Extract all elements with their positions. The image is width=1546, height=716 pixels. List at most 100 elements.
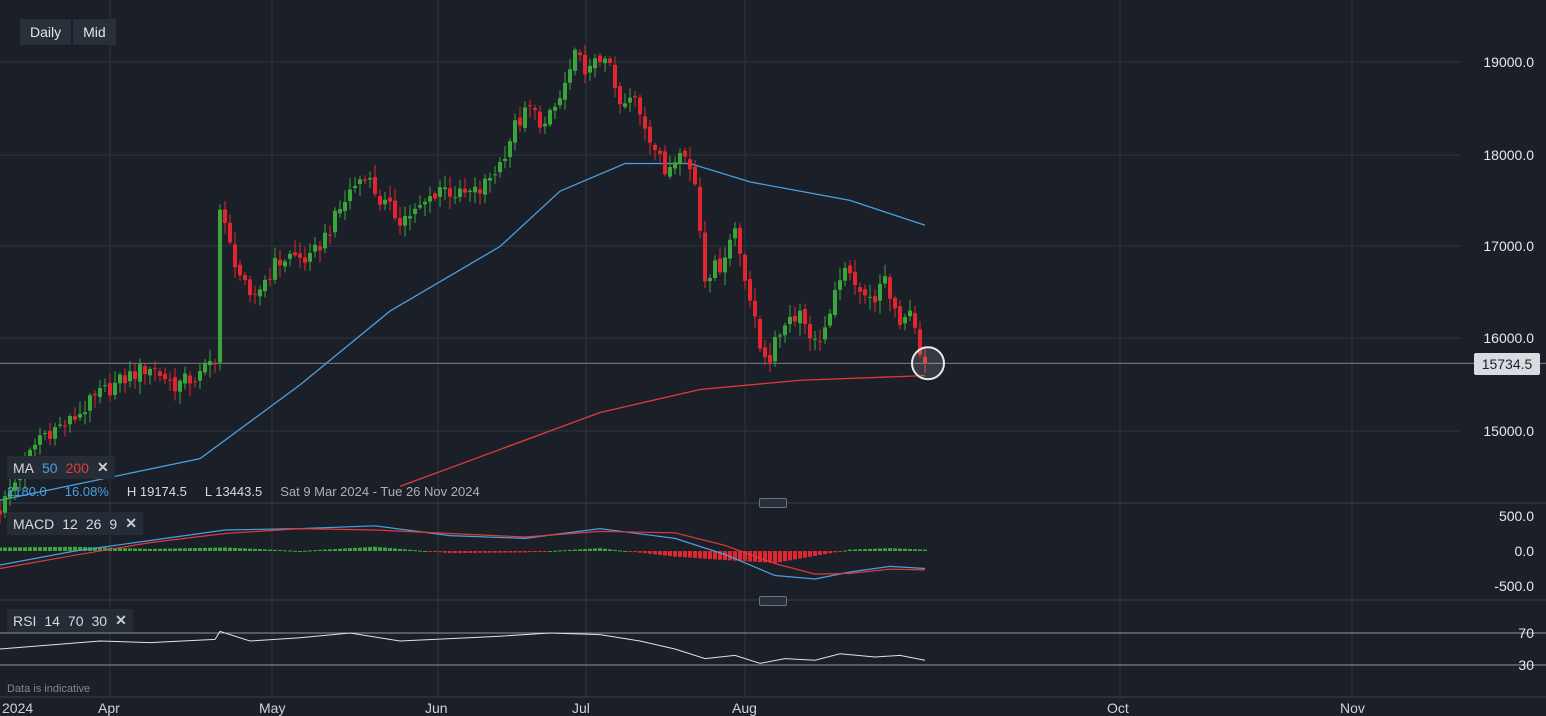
ma-period-200[interactable]: 200 xyxy=(65,459,89,476)
macd-param[interactable]: 12 xyxy=(62,515,78,532)
candle-body xyxy=(253,293,257,295)
candle-body xyxy=(763,347,767,358)
ma-period-50[interactable]: 50 xyxy=(42,459,58,476)
macd-histogram-bar xyxy=(128,548,132,551)
candle-body xyxy=(858,287,862,292)
macd-histogram-bar xyxy=(898,548,902,551)
candle-body xyxy=(793,315,797,322)
candle xyxy=(358,175,362,196)
candle xyxy=(498,157,502,178)
candle xyxy=(418,195,422,210)
candle-body xyxy=(453,197,457,199)
macd-histogram-bar xyxy=(113,547,117,551)
macd-histogram-bar xyxy=(543,551,547,552)
candle-body xyxy=(863,289,867,296)
pane-resize-handle[interactable] xyxy=(759,596,787,606)
candle-body xyxy=(153,368,157,370)
macd-histogram-bar xyxy=(918,549,922,551)
macd-histogram-bar xyxy=(603,548,607,551)
candle xyxy=(798,303,802,336)
candle xyxy=(373,164,377,197)
candle-body xyxy=(63,425,67,427)
candle xyxy=(763,340,767,366)
candle xyxy=(818,329,822,351)
macd-histogram-bar xyxy=(478,551,482,553)
macd-legend: MACD 12 26 9 ✕ xyxy=(7,512,143,535)
pane-resize-handle[interactable] xyxy=(759,498,787,508)
candle-body xyxy=(603,58,607,64)
candle-body xyxy=(358,179,362,184)
macd-histogram-bar xyxy=(28,547,32,551)
candle xyxy=(118,372,122,393)
macd-histogram-bar xyxy=(728,551,732,561)
candle xyxy=(338,200,342,218)
candle-body xyxy=(343,202,347,212)
candle-body xyxy=(883,276,887,284)
candle-body xyxy=(698,186,702,231)
close-icon[interactable]: ✕ xyxy=(115,612,127,628)
candle-body xyxy=(3,496,7,513)
period-button[interactable]: Daily xyxy=(20,19,72,45)
macd-histogram-bar xyxy=(528,551,532,553)
macd-histogram-bar xyxy=(233,547,237,551)
candle xyxy=(543,116,547,135)
macd-histogram-bar xyxy=(248,548,252,551)
candle xyxy=(668,155,672,180)
candle xyxy=(803,303,807,335)
time-tick: May xyxy=(259,700,286,716)
candle xyxy=(573,47,577,76)
candle xyxy=(178,378,182,404)
macd-histogram-bar xyxy=(623,551,627,552)
macd-histogram-bar xyxy=(673,551,677,557)
rsi-param[interactable]: 30 xyxy=(91,612,108,629)
candle-body xyxy=(173,377,177,392)
candle-body xyxy=(618,86,622,105)
candle xyxy=(218,204,222,371)
candle xyxy=(348,178,352,210)
macd-histogram-bar xyxy=(408,549,412,551)
candle-body xyxy=(308,253,312,262)
macd-signal-line xyxy=(0,527,926,575)
macd-histogram-bar xyxy=(583,549,587,551)
candle-body xyxy=(573,49,577,71)
candle xyxy=(228,214,232,245)
candle xyxy=(773,330,777,367)
time-tick: Apr xyxy=(98,700,120,716)
candle xyxy=(888,273,892,312)
time-tick: Aug xyxy=(732,700,757,716)
rsi-param[interactable]: 70 xyxy=(67,612,84,629)
candle-body xyxy=(0,510,2,515)
candle xyxy=(848,259,852,281)
candle-body xyxy=(923,356,927,364)
candle xyxy=(478,180,482,205)
close-icon[interactable]: ✕ xyxy=(96,459,109,475)
macd-param[interactable]: 9 xyxy=(109,515,118,532)
candle-body xyxy=(888,277,892,299)
candle-body xyxy=(393,200,397,219)
price-type-button[interactable]: Mid xyxy=(73,19,116,45)
close-icon[interactable]: ✕ xyxy=(125,515,137,531)
candle xyxy=(613,56,617,98)
rsi-param[interactable]: 14 xyxy=(44,612,60,629)
candle xyxy=(588,58,592,81)
macd-histogram-bar xyxy=(213,547,217,551)
macd-histogram-bar xyxy=(653,551,657,555)
candle-body xyxy=(483,178,487,195)
macd-histogram-bar xyxy=(788,551,792,561)
candle-body xyxy=(68,415,72,425)
candle xyxy=(548,108,552,127)
macd-histogram-bar xyxy=(733,551,737,561)
candle-body xyxy=(83,412,87,415)
candle-body xyxy=(108,383,112,396)
candle xyxy=(323,223,327,254)
macd-histogram-bar xyxy=(73,546,77,551)
candle-body xyxy=(243,275,247,280)
candle xyxy=(608,56,612,67)
candle-body xyxy=(348,189,352,202)
candle-body xyxy=(288,253,292,259)
candle-body xyxy=(623,103,627,107)
candle xyxy=(168,372,172,391)
macd-histogram-bar xyxy=(343,548,347,551)
macd-param[interactable]: 26 xyxy=(85,515,102,532)
